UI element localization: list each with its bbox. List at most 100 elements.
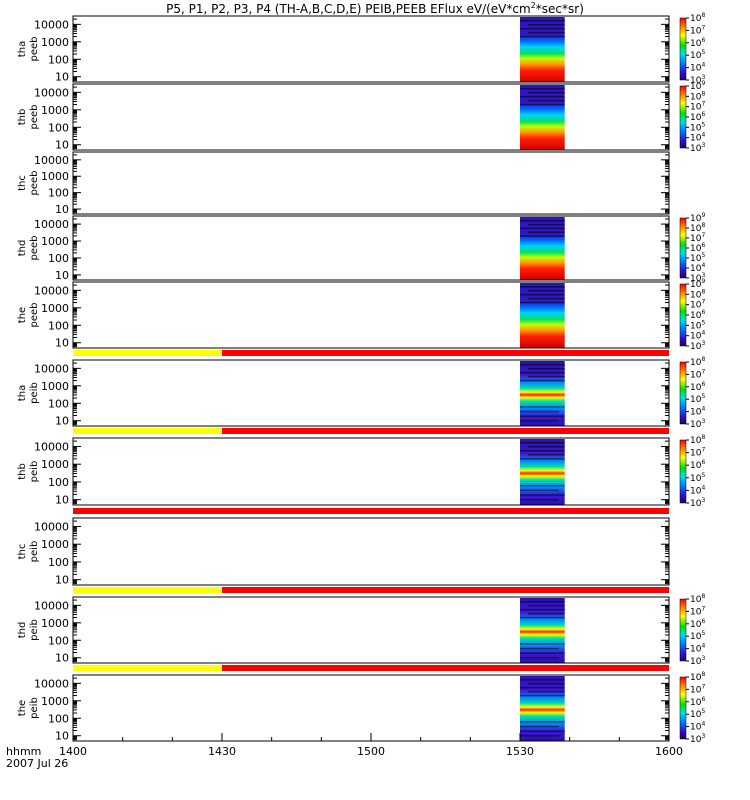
spectrogram-stripe bbox=[528, 375, 565, 378]
panel-product-label: peib bbox=[29, 697, 40, 719]
colorbar-label: 104 bbox=[690, 721, 705, 733]
spectrogram-stripe bbox=[520, 88, 565, 90]
spectrogram-stripe bbox=[520, 498, 559, 501]
spectrogram-stripe bbox=[528, 454, 565, 456]
status-bar-yellow bbox=[73, 665, 222, 671]
colorbar-label: 107 bbox=[690, 605, 705, 617]
colorbar-label: 106 bbox=[690, 696, 705, 708]
colorbar-label: 108 bbox=[690, 434, 705, 446]
colorbar-label: 105 bbox=[690, 472, 705, 484]
colorbar-label: 109 bbox=[690, 212, 705, 224]
y-tick-label: 1000 bbox=[41, 458, 69, 471]
spectrogram-stripe bbox=[520, 652, 565, 654]
colorbar bbox=[679, 361, 687, 425]
spectrogram-stripe bbox=[520, 406, 565, 408]
colorbar bbox=[679, 439, 687, 504]
spectrogram-stripe bbox=[520, 725, 559, 728]
y-tick-label: 10000 bbox=[34, 284, 69, 297]
spectrogram-block bbox=[520, 85, 565, 150]
colorbar-label: 104 bbox=[690, 262, 705, 274]
spectrogram-stripe bbox=[520, 735, 559, 737]
colorbar-label: 104 bbox=[690, 406, 705, 418]
colorbar-label: 106 bbox=[690, 618, 705, 630]
x-tick-label: 1500 bbox=[357, 745, 385, 758]
spectrogram-block bbox=[520, 598, 565, 663]
y-tick-label: 100 bbox=[48, 252, 69, 265]
spectrogram-stripe bbox=[520, 364, 565, 366]
spectrogram-stripe bbox=[520, 35, 565, 38]
chart-title: P5, P1, P2, P3, P4 (TH-A,B,C,D,E) PEIB,P… bbox=[166, 1, 584, 16]
spectrogram-stripe bbox=[520, 235, 565, 237]
spectrogram-block bbox=[520, 17, 565, 82]
colorbar-label: 105 bbox=[690, 49, 705, 61]
y-tick-label: 100 bbox=[48, 319, 69, 332]
y-tick-label: 10 bbox=[55, 494, 69, 507]
panel-product-label: peib bbox=[29, 461, 40, 483]
colorbar-label: 108 bbox=[690, 288, 705, 300]
spectrogram-stripe bbox=[520, 484, 565, 487]
colorbar-label: 106 bbox=[690, 381, 705, 393]
panel-probe-label: thb bbox=[17, 109, 28, 126]
colorbar-label: 104 bbox=[690, 484, 705, 496]
y-tick-label: 1000 bbox=[41, 235, 69, 248]
time-axis: hhmm 2007 Jul 26 bbox=[6, 745, 68, 770]
colorbar bbox=[679, 17, 687, 81]
spectrogram-stripe bbox=[520, 420, 559, 422]
panel-probe-label: tha bbox=[17, 385, 28, 401]
panel-product-label: peeb bbox=[29, 105, 40, 130]
panel-probe-label: thb bbox=[17, 463, 28, 480]
colorbar-label: 103 bbox=[690, 418, 705, 430]
panel-product-label: peib bbox=[29, 541, 40, 563]
y-tick-label: 10000 bbox=[34, 440, 69, 453]
spectrogram-stripe bbox=[528, 231, 565, 234]
y-tick-label: 100 bbox=[48, 397, 69, 410]
colorbar-label: 105 bbox=[690, 708, 705, 720]
spectrogram-stripe bbox=[520, 442, 565, 444]
spectrogram-stripe bbox=[520, 686, 565, 689]
colorbar-label: 108 bbox=[690, 593, 705, 605]
spectrogram-stripe bbox=[528, 367, 565, 370]
colorbar-label: 103 bbox=[690, 497, 705, 509]
status-bar-red bbox=[73, 508, 669, 514]
panel-frame bbox=[72, 596, 670, 664]
spectrogram-stripe bbox=[520, 608, 565, 611]
spectrogram-stripe bbox=[528, 690, 565, 693]
y-tick-label: 1000 bbox=[41, 380, 69, 393]
spectrogram-block bbox=[520, 283, 565, 348]
panel-frame bbox=[72, 437, 670, 506]
panel-probe-label: thd bbox=[17, 240, 28, 257]
colorbar-label: 103 bbox=[690, 142, 705, 154]
colorbar-label: 105 bbox=[690, 252, 705, 264]
spectrogram-stripe bbox=[520, 20, 565, 22]
colorbar-label: 107 bbox=[690, 101, 705, 113]
panel-frame bbox=[72, 15, 670, 83]
panel-product-label: peib bbox=[29, 382, 40, 404]
y-tick-label: 100 bbox=[48, 476, 69, 489]
spectrogram-stripe bbox=[520, 450, 565, 452]
colorbar-label: 103 bbox=[690, 655, 705, 667]
y-tick-label: 10 bbox=[55, 730, 69, 743]
spectrogram-stripe bbox=[528, 223, 565, 226]
y-tick-label: 1000 bbox=[41, 36, 69, 49]
panel-frame bbox=[72, 517, 670, 586]
x-tick-label: 1430 bbox=[208, 745, 236, 758]
status-bar-red bbox=[222, 428, 669, 434]
spectrogram-stripe bbox=[520, 227, 565, 230]
panel-product-label: peeb bbox=[29, 37, 40, 62]
panel-probe-label: thc bbox=[17, 544, 28, 560]
spectrogram-block bbox=[520, 217, 565, 280]
colorbar-label: 107 bbox=[690, 24, 705, 36]
colorbar-label: 106 bbox=[690, 111, 705, 123]
spectrogram-stripe bbox=[520, 657, 559, 659]
status-bar-red bbox=[222, 587, 669, 593]
colorbar-label: 107 bbox=[690, 299, 705, 311]
spectrogram-stripe bbox=[520, 647, 559, 650]
y-tick-label: 100 bbox=[48, 187, 69, 200]
spectrogram-stripe bbox=[528, 289, 565, 292]
spectrogram-stripe bbox=[520, 730, 565, 732]
status-bar-yellow bbox=[73, 350, 222, 356]
x-tick-label: 1400 bbox=[59, 745, 87, 758]
y-tick-label: 10000 bbox=[34, 362, 69, 375]
panel-probe-label: the bbox=[17, 307, 28, 323]
